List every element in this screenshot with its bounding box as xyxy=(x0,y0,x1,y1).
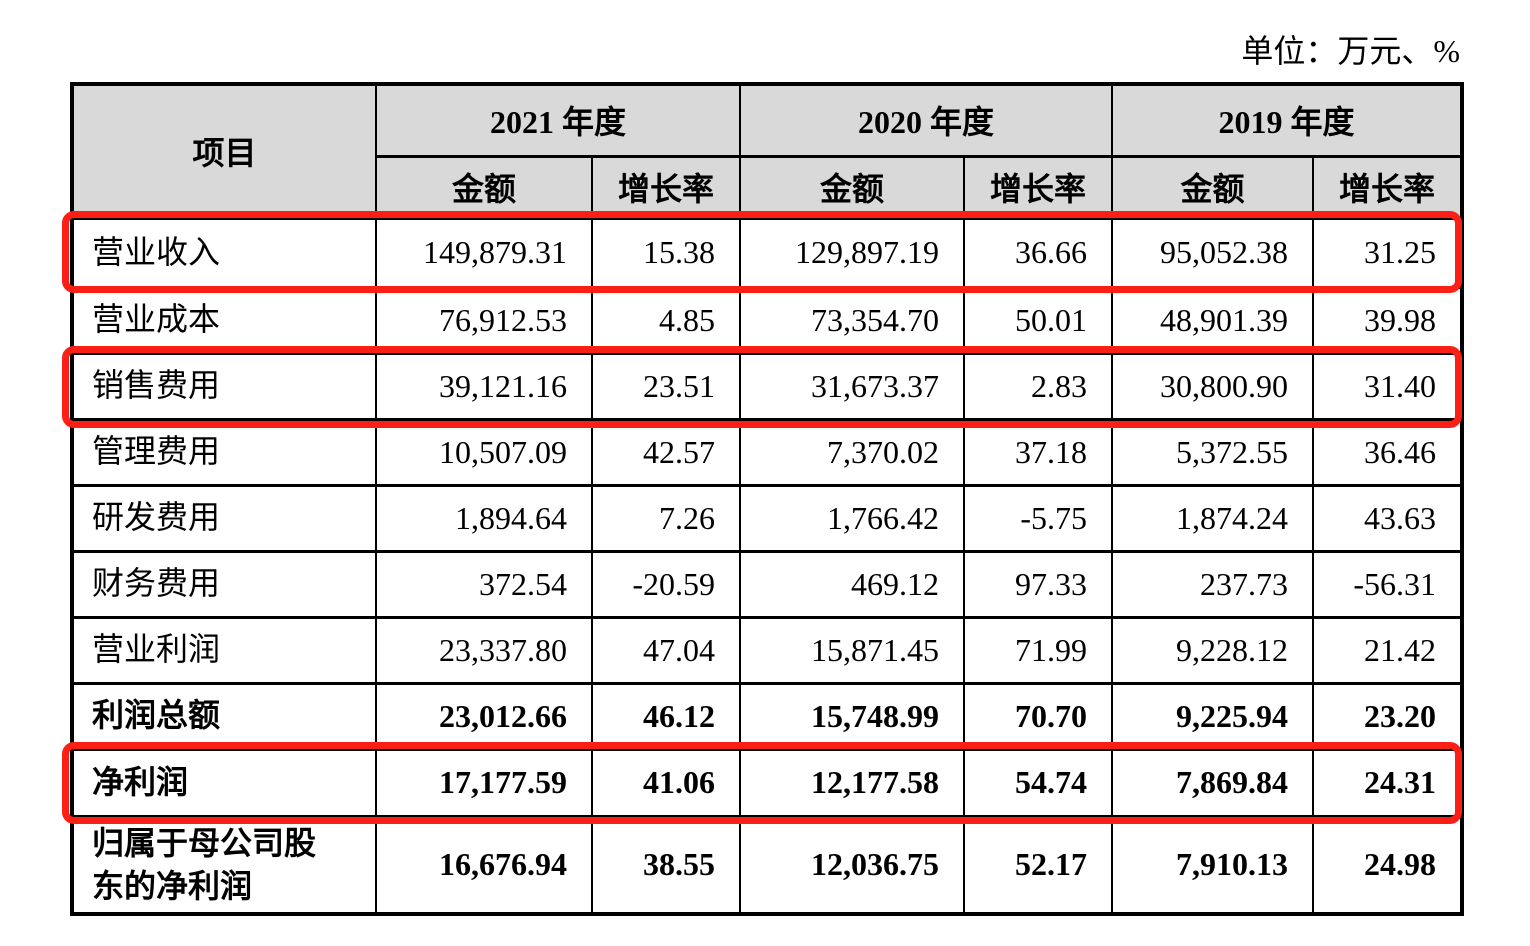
header-amount-2019: 金额 xyxy=(1111,154,1315,220)
row-operating-cost: 营业成本 76,912.53 4.85 73,354.70 50.01 48,9… xyxy=(71,285,1464,355)
cell-growth-2020: 36.66 xyxy=(963,216,1114,289)
cell-growth-2019: -56.31 xyxy=(1312,549,1464,619)
row-label: 营业利润 xyxy=(71,615,377,685)
cell-amount-2019: 48,901.39 xyxy=(1111,285,1315,355)
cell-growth-2019: 31.40 xyxy=(1312,351,1464,421)
cell-amount-2020: 73,354.70 xyxy=(739,285,966,355)
row-admin-expenses: 管理费用 10,507.09 42.57 7,370.02 37.18 5,37… xyxy=(71,417,1464,487)
cell-amount-2019: 7,910.13 xyxy=(1111,814,1315,916)
cell-growth-2019: 23.20 xyxy=(1312,681,1464,751)
header-growth-2021: 增长率 xyxy=(590,154,742,220)
header-row-years: 项目 2021 年度 2020 年度 2019 年度 xyxy=(71,82,1464,220)
header-growth-2020: 增长率 xyxy=(963,154,1114,220)
row-net-profit-parent: 归属于母公司股东的净利润 16,676.94 38.55 12,036.75 5… xyxy=(71,814,1464,916)
cell-amount-2021: 372.54 xyxy=(375,549,593,619)
header-growth-2019: 增长率 xyxy=(1312,154,1464,220)
cell-growth-2019: 21.42 xyxy=(1312,615,1464,685)
cell-growth-2019: 39.98 xyxy=(1312,285,1464,355)
cell-amount-2021: 1,894.64 xyxy=(375,483,593,553)
financial-table-container: 项目 2021 年度 2020 年度 2019 年度 金额 增长率 金额 增长率… xyxy=(70,82,1465,916)
cell-amount-2019: 30,800.90 xyxy=(1111,351,1315,421)
row-net-profit: 净利润 17,177.59 41.06 12,177.58 54.74 7,86… xyxy=(71,747,1464,818)
row-operating-revenue: 营业收入 149,879.31 15.38 129,897.19 36.66 9… xyxy=(71,216,1464,289)
cell-amount-2019: 1,874.24 xyxy=(1111,483,1315,553)
row-operating-profit: 营业利润 23,337.80 47.04 15,871.45 71.99 9,2… xyxy=(71,615,1464,685)
cell-growth-2020: -5.75 xyxy=(963,483,1114,553)
row-label: 利润总额 xyxy=(71,681,377,751)
financial-table: 项目 2021 年度 2020 年度 2019 年度 金额 增长率 金额 增长率… xyxy=(70,82,1465,916)
cell-amount-2021: 17,177.59 xyxy=(375,747,593,818)
cell-amount-2020: 31,673.37 xyxy=(739,351,966,421)
cell-amount-2019: 237.73 xyxy=(1111,549,1315,619)
row-label: 财务费用 xyxy=(71,549,377,619)
cell-amount-2021: 23,337.80 xyxy=(375,615,593,685)
cell-growth-2021: 47.04 xyxy=(590,615,742,685)
cell-growth-2019: 24.31 xyxy=(1312,747,1464,818)
cell-amount-2020: 7,370.02 xyxy=(739,417,966,487)
cell-growth-2020: 70.70 xyxy=(963,681,1114,751)
header-amount-2020: 金额 xyxy=(739,154,966,220)
cell-growth-2021: 41.06 xyxy=(590,747,742,818)
cell-growth-2020: 52.17 xyxy=(963,814,1114,916)
cell-growth-2021: 15.38 xyxy=(590,216,742,289)
cell-growth-2020: 71.99 xyxy=(963,615,1114,685)
cell-amount-2020: 15,748.99 xyxy=(739,681,966,751)
cell-amount-2019: 9,225.94 xyxy=(1111,681,1315,751)
cell-growth-2019: 43.63 xyxy=(1312,483,1464,553)
row-total-profit: 利润总额 23,012.66 46.12 15,748.99 70.70 9,2… xyxy=(71,681,1464,751)
cell-growth-2019: 24.98 xyxy=(1312,814,1464,916)
cell-amount-2021: 39,121.16 xyxy=(375,351,593,421)
cell-amount-2021: 76,912.53 xyxy=(375,285,593,355)
cell-amount-2020: 1,766.42 xyxy=(739,483,966,553)
row-label: 销售费用 xyxy=(71,351,377,421)
header-amount-2021: 金额 xyxy=(375,154,593,220)
row-rd-expenses: 研发费用 1,894.64 7.26 1,766.42 -5.75 1,874.… xyxy=(71,483,1464,553)
row-label: 归属于母公司股东的净利润 xyxy=(71,814,377,916)
row-selling-expenses: 销售费用 39,121.16 23.51 31,673.37 2.83 30,8… xyxy=(71,351,1464,421)
unit-note: 单位：万元、% xyxy=(1241,33,1460,69)
cell-growth-2021: 7.26 xyxy=(590,483,742,553)
row-label: 净利润 xyxy=(71,747,377,818)
header-row-subcolumns: 金额 增长率 金额 增长率 金额 增长率 xyxy=(72,154,1464,220)
header-year-2020: 2020 年度 xyxy=(739,82,1114,158)
cell-amount-2019: 95,052.38 xyxy=(1111,216,1315,289)
cell-growth-2020: 2.83 xyxy=(963,351,1114,421)
cell-amount-2019: 7,869.84 xyxy=(1111,747,1315,818)
cell-growth-2020: 50.01 xyxy=(963,285,1114,355)
cell-growth-2019: 31.25 xyxy=(1312,216,1464,289)
row-label: 营业成本 xyxy=(71,285,377,355)
cell-amount-2019: 9,228.12 xyxy=(1111,615,1315,685)
cell-amount-2021: 10,507.09 xyxy=(375,417,593,487)
header-item: 项目 xyxy=(71,82,377,220)
header-year-2021: 2021 年度 xyxy=(374,82,742,158)
cell-amount-2020: 12,036.75 xyxy=(739,814,966,916)
row-finance-expenses: 财务费用 372.54 -20.59 469.12 97.33 237.73 -… xyxy=(71,549,1464,619)
cell-growth-2021: 4.85 xyxy=(590,285,742,355)
row-label: 研发费用 xyxy=(71,483,377,553)
cell-growth-2020: 54.74 xyxy=(963,747,1114,818)
cell-growth-2021: 23.51 xyxy=(590,351,742,421)
cell-amount-2021: 149,879.31 xyxy=(375,216,593,289)
cell-growth-2020: 37.18 xyxy=(963,417,1114,487)
cell-growth-2021: 46.12 xyxy=(590,681,742,751)
cell-amount-2020: 15,871.45 xyxy=(739,615,966,685)
cell-amount-2020: 469.12 xyxy=(739,549,966,619)
cell-growth-2021: 42.57 xyxy=(590,417,742,487)
cell-growth-2021: -20.59 xyxy=(590,549,742,619)
header-year-2019: 2019 年度 xyxy=(1111,82,1464,158)
row-label: 营业收入 xyxy=(71,216,377,289)
cell-growth-2019: 36.46 xyxy=(1312,417,1464,487)
row-label: 管理费用 xyxy=(71,417,377,487)
cell-amount-2021: 16,676.94 xyxy=(375,814,593,916)
cell-growth-2020: 97.33 xyxy=(963,549,1114,619)
cell-amount-2019: 5,372.55 xyxy=(1111,417,1315,487)
cell-amount-2021: 23,012.66 xyxy=(375,681,593,751)
cell-growth-2021: 38.55 xyxy=(590,814,742,916)
cell-amount-2020: 12,177.58 xyxy=(739,747,966,818)
cell-amount-2020: 129,897.19 xyxy=(739,216,966,289)
